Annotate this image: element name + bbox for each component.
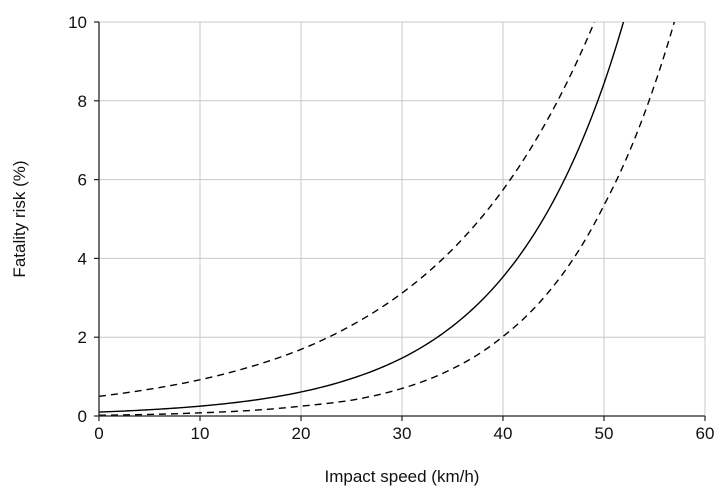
y-axis-title: Fatality risk (%) [10,160,29,277]
grid-lines [99,21,706,416]
axes [94,21,706,421]
y-tick-label-4: 4 [78,249,87,268]
y-tick-label-2: 2 [78,328,87,347]
x-tick-label-40: 40 [494,424,513,443]
x-tick-label-60: 60 [696,424,715,443]
x-tick-label-0: 0 [94,424,103,443]
x-axis-title: Impact speed (km/h) [325,467,480,486]
y-tick-label-0: 0 [78,407,87,426]
dashed-curve-2 [99,22,676,416]
x-tick-labels: 0 10 20 30 40 50 60 [94,424,714,443]
x-tick-label-10: 10 [191,424,210,443]
series-group [99,22,676,416]
dashed-curve-1 [99,22,596,397]
solid-curve-0 [99,22,625,413]
y-tick-labels: 0 2 4 6 8 10 [68,13,87,426]
y-tick-label-10: 10 [68,13,87,32]
x-tick-label-20: 20 [292,424,311,443]
y-tick-label-8: 8 [78,92,87,111]
x-tick-label-50: 50 [595,424,614,443]
y-tick-label-6: 6 [78,171,87,190]
x-tick-label-30: 30 [393,424,412,443]
